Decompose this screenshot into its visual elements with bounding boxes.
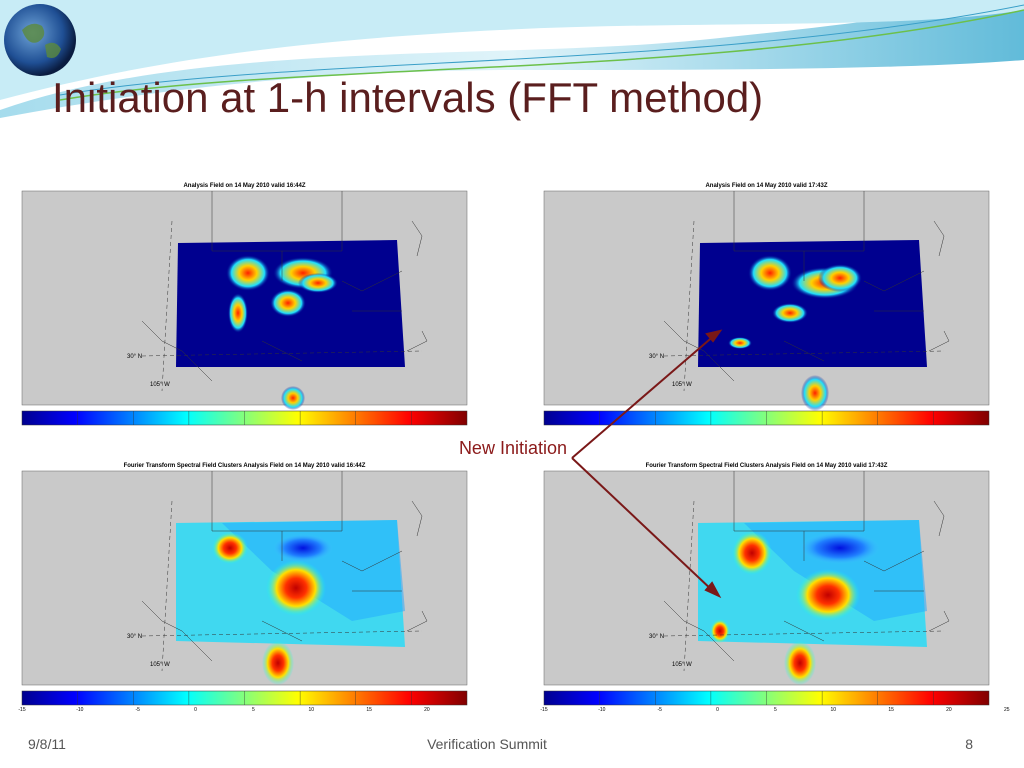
state-borders	[663, 191, 950, 382]
field-blob	[273, 534, 333, 562]
meridian	[161, 500, 173, 672]
parallel	[663, 630, 945, 637]
footer-page: 8	[965, 736, 973, 752]
colorbar-tick-label: -15	[540, 707, 547, 713]
panel-title: Analysis Field on 14 May 2010 valid 16:4…	[183, 183, 305, 189]
colorbar-tick-label: 0	[194, 707, 197, 713]
parallel	[663, 350, 945, 357]
colorbar-tick-label: 15	[366, 707, 372, 713]
field-blob	[784, 641, 816, 685]
lon-label: 105° W	[672, 382, 692, 388]
colorbar-tick-label: 25	[1004, 707, 1010, 713]
panels: Analysis Field on 14 May 2010 valid 16:4…	[18, 183, 1009, 713]
colorbar-tick-label: 20	[946, 707, 952, 713]
parallel	[141, 350, 423, 357]
field-blob	[281, 386, 305, 410]
colorbar-tick-label: 10	[308, 707, 314, 713]
header-decoration	[0, 0, 1024, 118]
lat-label: 30° N	[127, 634, 142, 640]
field-blob	[228, 293, 248, 333]
lon-label: 105° W	[150, 382, 170, 388]
lat-label: 30° N	[127, 354, 142, 360]
annotation-arrows	[571, 329, 723, 599]
slide-title: Initiation at 1-h intervals (FFT method)	[52, 74, 763, 121]
map-panel: Fourier Transform Spectral Field Cluster…	[18, 463, 468, 713]
footer-title: Verification Summit	[427, 736, 547, 752]
colorbar-tick-label: -10	[598, 707, 605, 713]
panel-title: Analysis Field on 14 May 2010 valid 17:4…	[705, 183, 827, 189]
field-blob	[266, 560, 326, 616]
field-blob	[801, 375, 829, 411]
parallel	[141, 630, 423, 637]
colorbar-tick-label: 5	[774, 707, 777, 713]
field-blob	[270, 289, 306, 317]
field-blob	[212, 532, 248, 564]
meridian	[683, 500, 695, 672]
field-blob	[226, 255, 270, 291]
field-blob	[262, 641, 294, 685]
meridian	[161, 220, 173, 392]
footer-date: 9/8/11	[28, 736, 66, 752]
field-blob	[818, 264, 862, 292]
field-blob	[732, 531, 772, 575]
meridian	[683, 220, 695, 392]
annotation: New Initiation	[459, 438, 567, 458]
colorbar-tick-label: 15	[888, 707, 894, 713]
lon-label: 105° W	[672, 662, 692, 668]
state-borders	[663, 471, 950, 662]
map-panel: Analysis Field on 14 May 2010 valid 17:4…	[543, 183, 990, 426]
field-blob	[796, 569, 860, 621]
panel-title: Fourier Transform Spectral Field Cluster…	[646, 463, 888, 469]
field-blob	[800, 532, 880, 564]
lon-label: 105° W	[150, 662, 170, 668]
colorbar-tick-label: -5	[135, 707, 140, 713]
map-panel: Fourier Transform Spectral Field Cluster…	[540, 463, 1009, 713]
field-blob	[772, 303, 808, 323]
lat-label: 30° N	[649, 634, 664, 640]
state-borders	[141, 191, 428, 382]
panel-title: Fourier Transform Spectral Field Cluster…	[124, 463, 366, 469]
colorbar-tick-label: 0	[716, 707, 719, 713]
colorbar-tick-label: -5	[657, 707, 662, 713]
field-blob	[710, 619, 730, 643]
field-blob	[748, 255, 792, 291]
field-blob	[728, 337, 752, 349]
colorbar-tick-label: 20	[424, 707, 430, 713]
colorbar-tick-label: 5	[252, 707, 255, 713]
colorbar-tick-label: -15	[18, 707, 25, 713]
state-borders	[141, 471, 428, 662]
lat-label: 30° N	[649, 354, 664, 360]
map-panel: Analysis Field on 14 May 2010 valid 16:4…	[21, 183, 468, 426]
field-blob	[298, 273, 338, 293]
colorbar-tick-label: -10	[76, 707, 83, 713]
colorbar-tick-label: 10	[830, 707, 836, 713]
data-region	[698, 240, 927, 367]
